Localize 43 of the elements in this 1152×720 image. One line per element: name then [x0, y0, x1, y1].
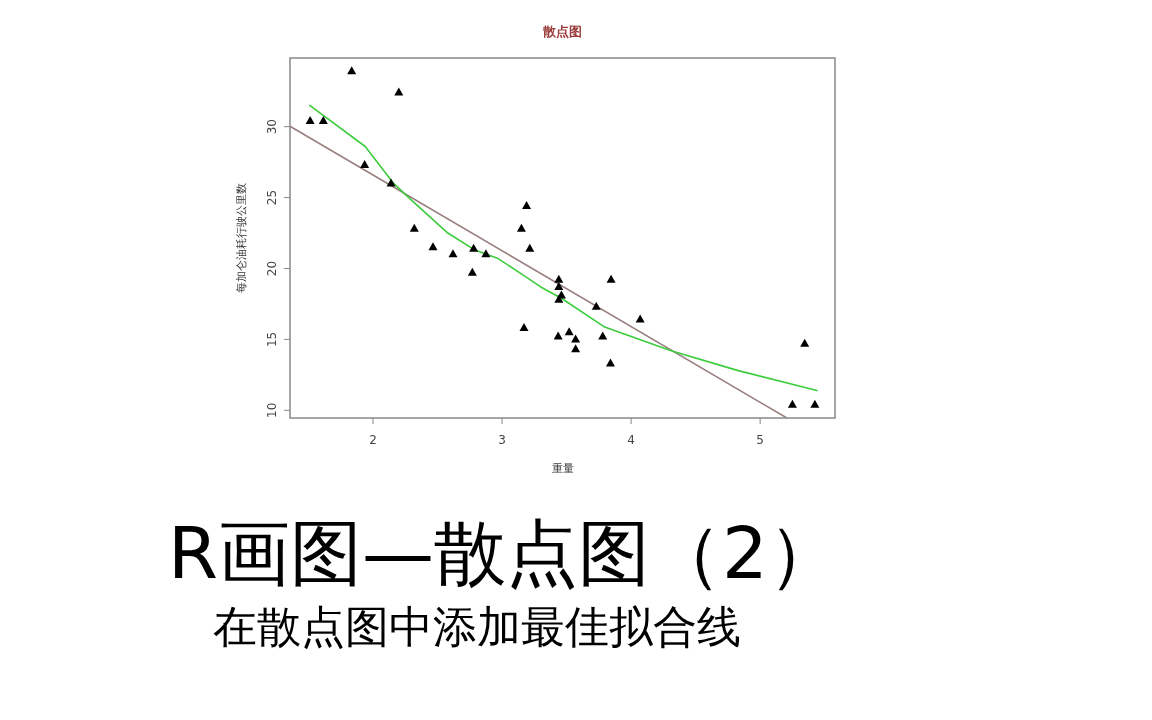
point	[598, 331, 608, 340]
y-tick-label: 20	[265, 260, 279, 277]
point	[318, 115, 328, 124]
point	[554, 274, 564, 283]
point	[605, 358, 615, 367]
y-axis-title: 每加仑油耗行驶公里数	[235, 183, 248, 293]
y-tick-label: 15	[265, 331, 279, 348]
point	[428, 242, 438, 251]
x-tick-label: 4	[627, 433, 635, 447]
point	[469, 243, 479, 252]
text: 在散点图中添加最佳拟合线	[213, 601, 741, 652]
point	[409, 223, 419, 232]
text: R画图—散点图（2）	[168, 511, 840, 595]
line-series	[308, 104, 818, 392]
point	[305, 115, 315, 124]
point	[554, 281, 564, 290]
point	[481, 249, 491, 258]
point	[519, 323, 529, 332]
point	[564, 327, 574, 336]
point	[553, 331, 563, 340]
point	[522, 201, 532, 210]
point	[360, 159, 370, 168]
point	[810, 399, 820, 408]
point	[394, 87, 404, 96]
x-tick-label: 5	[756, 433, 764, 447]
y-tick-label: 25	[265, 189, 279, 206]
x-tick-label: 3	[498, 433, 506, 447]
point	[525, 243, 535, 252]
y-tick-label: 30	[265, 119, 279, 135]
x-axis-title: 重量	[551, 462, 574, 475]
point	[800, 338, 810, 347]
point	[347, 66, 357, 75]
point	[467, 267, 477, 276]
point	[591, 301, 601, 310]
x-tick-label: 2	[369, 433, 377, 447]
chart-title: 散点图	[542, 24, 582, 39]
point	[635, 314, 645, 323]
point	[516, 223, 526, 232]
point	[606, 274, 616, 283]
y-tick-label: 10	[265, 402, 279, 418]
point	[554, 294, 564, 303]
point	[787, 399, 797, 408]
point	[448, 249, 458, 258]
